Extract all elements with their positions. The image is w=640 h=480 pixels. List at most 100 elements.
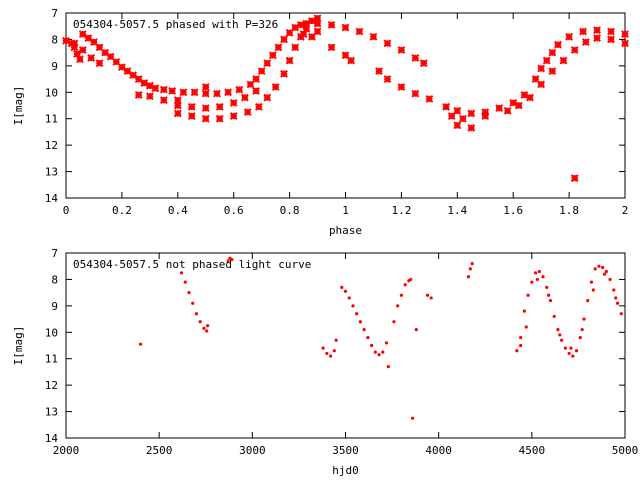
data-point (341, 23, 350, 32)
data-point (579, 27, 587, 36)
data-point (347, 56, 355, 65)
x-axis-label: hjd0 (332, 464, 359, 477)
x-tick-label: 4000 (425, 444, 452, 457)
data-point (341, 51, 350, 60)
data-point (347, 296, 351, 300)
data-point (308, 17, 316, 25)
y-tick-label: 7 (51, 247, 58, 260)
data-point (201, 89, 210, 98)
data-point (206, 324, 210, 328)
data-point (556, 328, 560, 332)
data-point (215, 114, 224, 123)
data-point (159, 85, 168, 94)
x-tick-label: 4500 (519, 444, 546, 457)
data-point (145, 92, 154, 101)
data-point (604, 269, 608, 274)
data-point (187, 112, 196, 120)
data-point (495, 104, 504, 113)
x-tick-label: 5000 (612, 444, 639, 457)
data-point (593, 34, 601, 43)
data-point (123, 67, 132, 76)
data-point (383, 39, 392, 48)
data-point (179, 88, 188, 97)
data-point (614, 296, 618, 300)
data-point (548, 298, 553, 303)
data-point (362, 328, 366, 332)
data-point (235, 85, 244, 94)
data-point (411, 54, 420, 62)
y-tick-label: 12 (45, 139, 58, 152)
data-point (545, 285, 549, 289)
data-point (328, 354, 333, 358)
y-tick-label: 11 (45, 353, 58, 366)
data-point (187, 102, 196, 111)
data-point (397, 46, 406, 54)
data-point (621, 39, 629, 48)
data-point (602, 272, 607, 276)
data-point (381, 350, 385, 354)
data-point (190, 88, 199, 97)
data-point (522, 309, 526, 313)
data-point (612, 288, 616, 292)
x-tick-label: 0 (63, 204, 70, 217)
data-point (274, 43, 283, 52)
data-point (140, 79, 149, 87)
data-point (257, 67, 266, 76)
x-tick-label: 1.2 (391, 204, 411, 217)
phased-light-curve-panel: 0 0.2 0.4 0.6 0.8 1 1.2 1.4 1.6 1.8 2 7 8 9 10 11 12 13 14… (12, 7, 629, 237)
data-point (369, 32, 378, 41)
data-point (95, 59, 104, 68)
data-point (548, 67, 557, 76)
plot-frame (65, 252, 626, 439)
data-point (570, 174, 579, 183)
y-tick-label: 9 (51, 60, 58, 73)
data-point (519, 343, 523, 348)
data-point (541, 275, 545, 279)
data-point (586, 298, 590, 303)
data-point (240, 93, 249, 102)
data-point (524, 325, 528, 329)
x-tick-label: 1.8 (559, 204, 579, 217)
data-point (526, 293, 530, 297)
data-point (213, 89, 221, 98)
data-point (194, 312, 199, 316)
data-point (375, 67, 383, 76)
data-point (201, 114, 210, 123)
data-point (366, 335, 370, 340)
data-point (78, 30, 87, 39)
data-point (425, 293, 430, 297)
data-point (597, 264, 601, 268)
data-point (552, 314, 556, 319)
data-point (569, 346, 573, 350)
data-point (565, 32, 574, 41)
data-point (285, 28, 294, 37)
data-point (78, 46, 87, 54)
data-point (567, 351, 571, 356)
data-point (466, 275, 471, 279)
x-tick-label: 1 (342, 204, 349, 217)
data-point (327, 20, 336, 29)
data-point (537, 64, 546, 73)
data-point (134, 91, 143, 99)
data-point (369, 343, 374, 348)
data-point (458, 114, 467, 123)
x-tick-label: 1.6 (503, 204, 523, 217)
y-tick-label: 10 (45, 86, 58, 99)
data-point (514, 101, 523, 110)
data-point (593, 26, 601, 35)
data-point (559, 56, 568, 65)
data-point (481, 112, 490, 120)
data-point (252, 87, 260, 95)
data-point (101, 48, 110, 57)
data-point (373, 350, 377, 354)
data-point (392, 320, 396, 324)
data-point (280, 35, 288, 44)
data-point (453, 106, 462, 115)
x-tick-label: 2 (622, 204, 629, 217)
data-point (386, 365, 390, 369)
data-point (179, 271, 184, 275)
data-point (554, 40, 562, 49)
unphased-light-curve-panel: 2000 2500 3000 3500 4000 4500 5000 7 8 9 10 11 12 13 1… (12, 247, 638, 477)
y-tick-label: 14 (45, 432, 59, 445)
data-point (202, 326, 206, 330)
